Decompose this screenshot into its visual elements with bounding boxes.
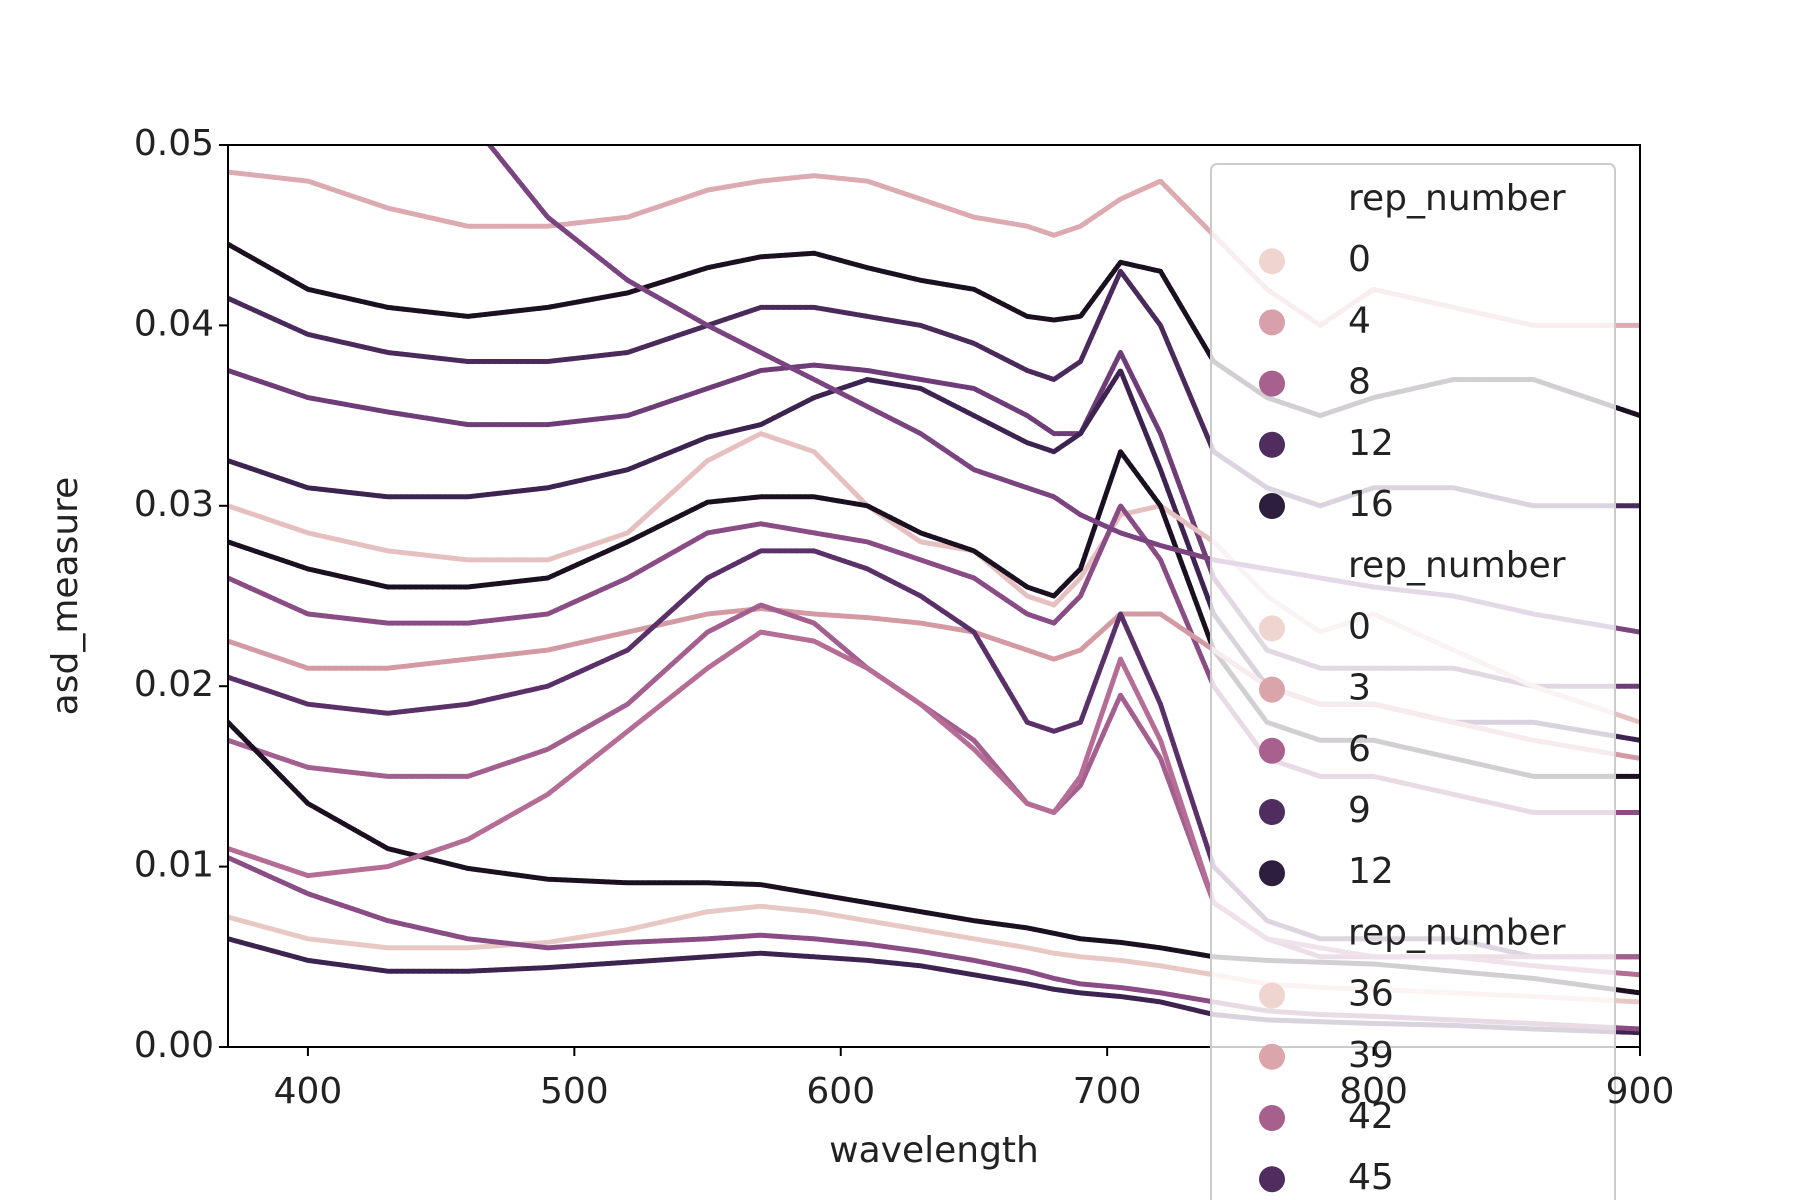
y-tick-label: 0.02	[134, 664, 214, 705]
legend: rep_number0481216rep_number036912rep_num…	[1210, 163, 1616, 1200]
legend-marker	[1259, 248, 1285, 275]
legend-marker	[1259, 370, 1285, 397]
x-tick-label: 500	[540, 1071, 609, 1112]
y-tick-label: 0.01	[134, 845, 214, 886]
legend-label: 36	[1348, 974, 1394, 1015]
legend-marker	[1259, 309, 1285, 336]
y-tick-label: 0.03	[134, 484, 214, 525]
legend-marker	[1259, 799, 1285, 825]
legend-marker	[1259, 1105, 1285, 1131]
legend-box	[1210, 163, 1616, 1200]
legend-label: 8	[1348, 362, 1371, 403]
legend-title: rep_number	[1348, 545, 1566, 586]
legend-label: 39	[1348, 1035, 1394, 1076]
legend-marker	[1259, 615, 1285, 642]
legend-title: rep_number	[1348, 912, 1566, 953]
x-axis-label: wavelength	[829, 1130, 1039, 1171]
legend-marker	[1259, 1043, 1285, 1070]
x-tick-label: 900	[1606, 1071, 1675, 1112]
legend-label: 12	[1348, 423, 1394, 464]
y-tick-label: 0.00	[134, 1025, 214, 1066]
legend-marker	[1259, 493, 1285, 519]
x-tick-label: 700	[1073, 1071, 1142, 1112]
y-axis-label: asd_measure	[45, 477, 86, 716]
legend-label: 42	[1348, 1096, 1394, 1137]
legend-label: 6	[1348, 729, 1371, 770]
x-tick-label: 400	[274, 1071, 343, 1112]
y-tick-label: 0.05	[134, 123, 214, 164]
legend-label: 12	[1348, 851, 1394, 892]
legend-marker	[1259, 1166, 1285, 1193]
legend-marker	[1259, 860, 1285, 887]
legend-label: 45	[1348, 1157, 1394, 1198]
axes-frame	[227, 144, 1641, 1048]
y-tick-label: 0.04	[134, 303, 214, 344]
legend-marker	[1259, 982, 1285, 1009]
legend-label: 4	[1348, 300, 1371, 341]
x-tick-label: 600	[806, 1071, 875, 1112]
legend-title: rep_number	[1348, 178, 1566, 219]
legend-marker	[1259, 737, 1285, 764]
legend-label: 0	[1348, 239, 1371, 280]
legend-label: 0	[1348, 606, 1371, 647]
legend-label: 3	[1348, 668, 1371, 709]
x-tick-label: 800	[1339, 1071, 1408, 1112]
legend-marker	[1259, 431, 1285, 458]
legend-label: 9	[1348, 790, 1371, 831]
legend-marker	[1259, 676, 1285, 703]
legend-label: 16	[1348, 484, 1394, 525]
